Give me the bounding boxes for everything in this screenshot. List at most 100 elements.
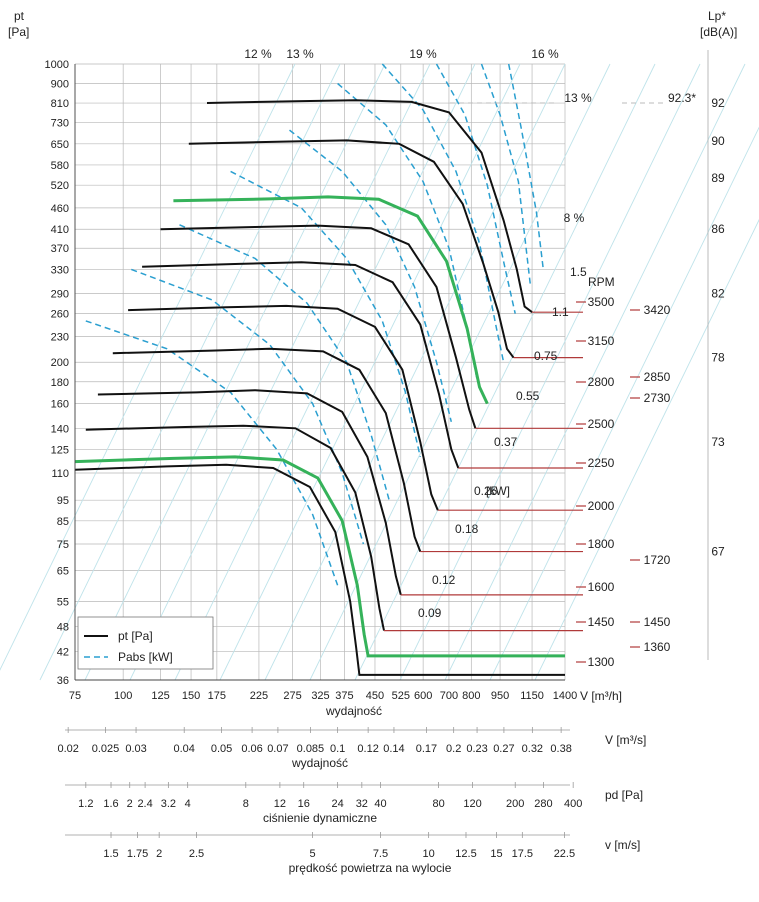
secondary-axis-tick-label: 0.14 bbox=[383, 743, 404, 755]
lp-tick-label: 92 bbox=[711, 96, 725, 110]
rpm-label: 2500 bbox=[588, 417, 615, 431]
rpm-leader-lines bbox=[384, 301, 640, 663]
y-tick-label: 160 bbox=[51, 399, 69, 411]
rpm-curve-1800 bbox=[112, 347, 422, 552]
secondary-axis-tick-label: 1.75 bbox=[127, 848, 148, 860]
rpm-label: 2000 bbox=[588, 499, 615, 513]
power-curve bbox=[507, 63, 545, 270]
secondary-axis-tick-label: 0.02 bbox=[57, 743, 78, 755]
secondary-axis-tick-label: 280 bbox=[534, 798, 552, 810]
y-tick-label: 580 bbox=[51, 160, 69, 172]
secondary-axis-tick-label: 10 bbox=[423, 848, 435, 860]
y-tick-label: 1000 bbox=[45, 59, 69, 71]
secondary-axis-tick-label: 0.04 bbox=[174, 743, 195, 755]
secondary-axis-tick-label: 1.2 bbox=[78, 798, 93, 810]
secondary-axis-tick-label: 22.5 bbox=[554, 848, 575, 860]
y-tick-label: 42 bbox=[57, 646, 69, 658]
power-curve-label: 1.1 bbox=[552, 305, 569, 319]
rpm-label: 3500 bbox=[588, 295, 615, 309]
secondary-axes: 0.02 0.025 0.03 0.04 0.05 0.06 0.07 0.085 0.1 0.1… bbox=[57, 727, 646, 875]
lp-tick-label: 89 bbox=[711, 171, 725, 185]
y-tick-label: 95 bbox=[57, 495, 69, 507]
lp-tick-label: 82 bbox=[711, 286, 725, 300]
secondary-axis-label: wydajność bbox=[291, 756, 348, 770]
power-curve bbox=[337, 82, 479, 382]
efficiency-label: 16 % bbox=[531, 47, 559, 61]
secondary-axis-tick-label: 0.38 bbox=[550, 743, 571, 755]
y-tick-label: 180 bbox=[51, 377, 69, 389]
secondary-axis-tick-label: 0.06 bbox=[241, 743, 262, 755]
lp-tick-label: 90 bbox=[711, 134, 725, 148]
legend-label-pabs: Pabs [kW] bbox=[118, 650, 173, 664]
power-curve-label: 1.5 bbox=[570, 265, 587, 279]
secondary-axis-tick-label: 32 bbox=[356, 798, 368, 810]
efficiency-label: 13 % bbox=[564, 91, 592, 105]
rpm-curves bbox=[74, 99, 565, 676]
secondary-axis-tick-label: 4 bbox=[185, 798, 191, 810]
y-tick-label: 370 bbox=[51, 243, 69, 255]
lp-tick-label: 73 bbox=[711, 435, 725, 449]
legend: pt [Pa] Pabs [kW] bbox=[77, 616, 214, 670]
efficiency-diagonal bbox=[264, 63, 566, 681]
secondary-axis-tick-label: 120 bbox=[463, 798, 481, 810]
axes: 1000 900 810 730 650 580 520 460 410 370 330 290 260… bbox=[45, 50, 709, 702]
secondary-axis-tick-label: 5 bbox=[310, 848, 316, 860]
secondary-axis-label: prędkość powietrza na wylocie bbox=[289, 861, 452, 875]
efficiency-label: 12 % bbox=[244, 47, 272, 61]
secondary-axis-tick-label: 17.5 bbox=[512, 848, 533, 860]
x-tick-label: 950 bbox=[491, 690, 509, 702]
secondary-axis-tick-label: 0.23 bbox=[466, 743, 487, 755]
x-tick-label: 75 bbox=[69, 690, 81, 702]
secondary-axis-tick-label: 8 bbox=[243, 798, 249, 810]
rpm-label: 1300 bbox=[588, 655, 615, 669]
efficiency-diagonal bbox=[219, 63, 521, 681]
power-curve-label: 0.18 bbox=[455, 522, 479, 536]
x-tick-label: 700 bbox=[440, 690, 458, 702]
rpm-far-label: 1450 bbox=[644, 615, 671, 629]
secondary-axis-tick-label: 7.5 bbox=[373, 848, 388, 860]
secondary-axis-tick-label: 0.05 bbox=[211, 743, 232, 755]
y-tick-label: 650 bbox=[51, 139, 69, 151]
rpm-label: 1450 bbox=[588, 615, 615, 629]
y-tick-label: 48 bbox=[57, 622, 69, 634]
kw-unit-label: [kW] bbox=[486, 484, 510, 498]
power-curve-label: 0.75 bbox=[534, 349, 558, 363]
y-axis-label: pt bbox=[14, 9, 25, 23]
secondary-axis-unit: pd [Pa] bbox=[605, 788, 643, 802]
secondary-axis-tick-label: 0.1 bbox=[330, 743, 345, 755]
efficiency-diagonal bbox=[39, 63, 341, 681]
efficiency-label: 8 % bbox=[564, 211, 585, 225]
rpm-curve-1450 bbox=[85, 424, 385, 631]
y-tick-label: 85 bbox=[57, 516, 69, 528]
power-curves bbox=[85, 63, 545, 586]
secondary-axis-tick-label: 2.5 bbox=[189, 848, 204, 860]
y-tick-label: 460 bbox=[51, 203, 69, 215]
rpm-curve-2500 bbox=[160, 224, 477, 429]
rpm-label: 1600 bbox=[588, 580, 615, 594]
y-tick-label: 75 bbox=[57, 539, 69, 551]
x-tick-label: 275 bbox=[283, 690, 301, 702]
power-curve bbox=[179, 224, 390, 501]
x-tick-label: 1150 bbox=[520, 690, 544, 702]
y-tick-label: 230 bbox=[51, 331, 69, 343]
lp-axis-label: Lp* bbox=[708, 9, 726, 23]
secondary-axis-tick-label: 0.085 bbox=[297, 743, 325, 755]
rpm-label: 1800 bbox=[588, 537, 615, 551]
efficiency-diagonal bbox=[354, 63, 656, 681]
rpm-far-label: 3420 bbox=[644, 303, 671, 317]
secondary-axis-tick-label: 24 bbox=[331, 798, 343, 810]
efficiency-diagonals bbox=[0, 63, 759, 681]
secondary-axis-tick-label: 0.2 bbox=[446, 743, 461, 755]
y-tick-label: 410 bbox=[51, 224, 69, 236]
power-curve-label: 0.09 bbox=[418, 606, 442, 620]
secondary-axis-tick-label: 40 bbox=[374, 798, 386, 810]
rpm-curve-2000 bbox=[128, 304, 439, 511]
secondary-axis-tick-label: 15 bbox=[490, 848, 502, 860]
y-tick-label: 520 bbox=[51, 180, 69, 192]
y-tick-label: 290 bbox=[51, 288, 69, 300]
rpm-curve-1360 bbox=[74, 455, 565, 658]
rpm-far-label: 1720 bbox=[644, 553, 671, 567]
power-curve bbox=[289, 129, 453, 422]
lp-marker-label: 92.3* bbox=[668, 91, 696, 105]
y-tick-label: 730 bbox=[51, 117, 69, 129]
